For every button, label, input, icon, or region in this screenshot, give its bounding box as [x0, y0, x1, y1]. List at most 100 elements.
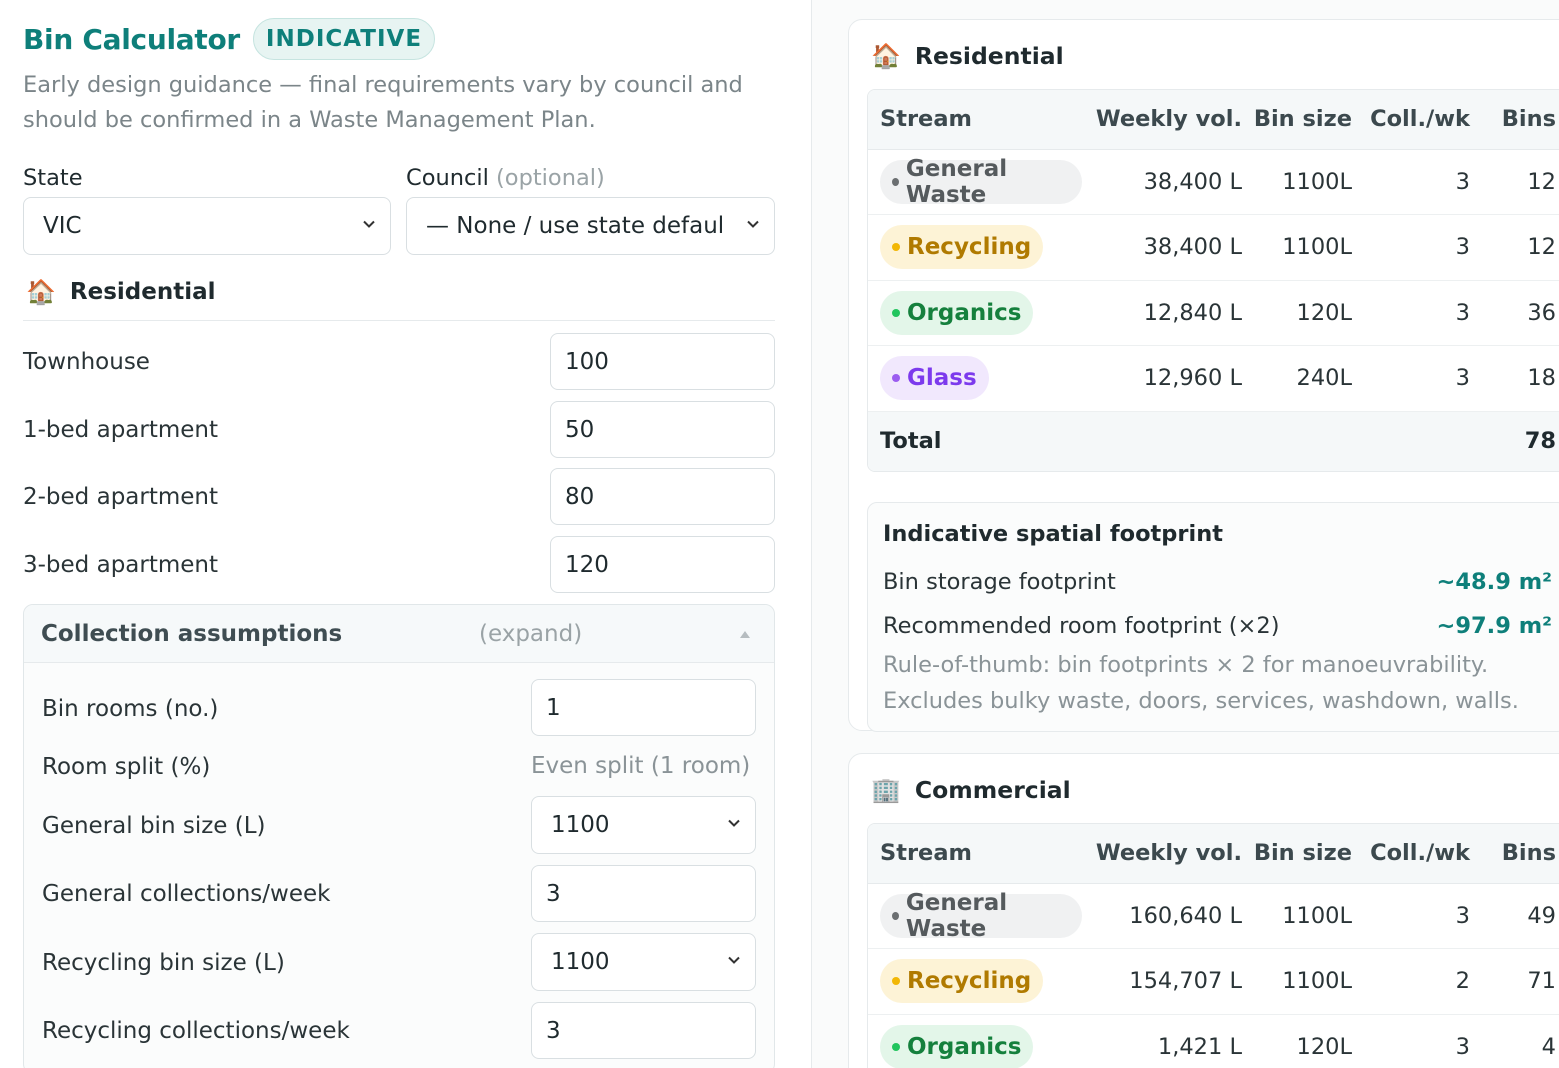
col-stream: Stream [868, 824, 1082, 884]
col-collections-per-week: Coll./wk [1352, 824, 1470, 884]
results-panel: 🏠 Residential Stream Weekly vol. Bin siz… [812, 0, 1559, 1068]
footprint-note-2: Excludes bulky waste, doors, services, w… [883, 688, 1519, 714]
commercial-results-heading: 🏢 Commercial [871, 776, 1071, 804]
bins-cell: 12 [1470, 214, 1559, 281]
col-bins: Bins [1470, 824, 1559, 884]
spatial-footprint-box: Indicative spatial footprint Bin storage… [867, 502, 1559, 732]
stream-cell: Recycling [868, 948, 1082, 1015]
col-bin-size: Bin size [1242, 90, 1352, 150]
bins-cell: 49 [1470, 883, 1559, 949]
recycling-dot-icon [892, 243, 900, 252]
total-label: Total [868, 411, 1082, 471]
total-row: Total 78 [868, 411, 1559, 471]
stream-name: Organics [907, 1033, 1022, 1060]
bin-footprint-label: Bin storage footprint [883, 569, 1116, 595]
bin-size-cell: 120L [1242, 1014, 1352, 1068]
bin-rooms-label: Bin rooms (no.) [42, 696, 219, 722]
col-stream: Stream [868, 90, 1082, 150]
subtitle: Early design guidance — final requiremen… [23, 72, 743, 133]
bin-size-cell: 120L [1242, 280, 1352, 346]
two-bed-input[interactable]: 80 [550, 468, 775, 525]
recycling-pill: Recycling [880, 959, 1044, 1004]
house-icon: 🏠 [26, 278, 56, 306]
footprint-title: Indicative spatial footprint [883, 521, 1223, 547]
council-select[interactable]: — None / use state defaults [406, 197, 775, 255]
bin-size-cell: 1100L [1242, 214, 1352, 281]
three-bed-input[interactable]: 120 [550, 536, 775, 593]
caret-up-icon [740, 631, 750, 638]
collections-cell: 3 [1352, 345, 1470, 412]
general-collections-input[interactable]: 3 [531, 865, 756, 922]
state-select-value: VIC [43, 213, 82, 239]
general-waste-pill: General Waste [880, 156, 1082, 208]
chevron-down-icon [747, 220, 759, 228]
stream-name: Organics [907, 299, 1022, 326]
recycling-bin-size-value: 1100 [551, 949, 610, 975]
table-row: Glass 12,960 L 240L 3 18 [868, 345, 1559, 412]
general-bin-size-select[interactable]: 1100 [531, 796, 756, 854]
room-split-label: Room split (%) [42, 754, 211, 780]
bin-footprint-value: ~48.9 m² [1436, 569, 1553, 595]
chevron-down-icon [728, 819, 740, 827]
commercial-results-title: Commercial [914, 776, 1071, 804]
weekly-volume-cell: 154,707 L [1082, 948, 1242, 1015]
organics-dot-icon [892, 1042, 900, 1051]
recycling-bin-size-label: Recycling bin size (L) [42, 950, 285, 976]
three-bed-label: 3-bed apartment [23, 552, 219, 578]
house-icon: 🏠 [871, 42, 901, 70]
townhouse-label: Townhouse [23, 349, 150, 375]
bin-rooms-input[interactable]: 1 [531, 679, 756, 736]
stream-cell: Recycling [868, 214, 1082, 281]
col-collections-per-week: Coll./wk [1352, 90, 1470, 150]
glass-dot-icon [892, 374, 900, 383]
two-bed-input-value: 80 [565, 483, 595, 510]
col-weekly-volume: Weekly vol. [1082, 824, 1242, 884]
weekly-volume-cell: 160,640 L [1082, 883, 1242, 949]
general-dot-icon [892, 911, 899, 920]
weekly-volume-cell: 12,960 L [1082, 345, 1242, 412]
residential-input-heading: 🏠 Residential [26, 278, 216, 306]
collection-assumptions-title: Collection assumptions [41, 621, 343, 647]
table-header-row: Stream Weekly vol. Bin size Coll./wk Bin… [868, 824, 1559, 884]
weekly-volume-cell: 1,421 L [1082, 1014, 1242, 1068]
general-collections-label: General collections/week [42, 881, 331, 907]
commercial-results-table: Stream Weekly vol. Bin size Coll./wk Bin… [867, 823, 1559, 1068]
recycling-bin-size-select[interactable]: 1100 [531, 933, 756, 991]
bins-cell: 71 [1470, 948, 1559, 1015]
collections-cell: 3 [1352, 214, 1470, 281]
bins-cell: 4 [1470, 1014, 1559, 1068]
council-label: Council (optional) [406, 165, 605, 191]
office-building-icon: 🏢 [871, 776, 901, 804]
one-bed-input[interactable]: 50 [550, 401, 775, 458]
general-bin-size-label: General bin size (L) [42, 813, 266, 839]
stream-name: Recycling [907, 968, 1032, 995]
room-footprint-value: ~97.9 m² [1436, 613, 1553, 639]
recycling-collections-label: Recycling collections/week [42, 1018, 350, 1044]
collections-cell: 3 [1352, 883, 1470, 949]
stream-name: General Waste [905, 155, 1008, 208]
bin-size-cell: 1100L [1242, 149, 1352, 215]
townhouse-input[interactable]: 100 [550, 333, 775, 390]
table-row: General Waste 38,400 L 1100L 3 12 [868, 149, 1559, 215]
townhouse-input-value: 100 [565, 348, 609, 375]
residential-results-table: Stream Weekly vol. Bin size Coll./wk Bin… [867, 89, 1559, 472]
table-header-row: Stream Weekly vol. Bin size Coll./wk Bin… [868, 90, 1559, 150]
stream-cell: General Waste [868, 883, 1082, 949]
stream-name: Glass [907, 365, 977, 392]
general-waste-pill: General Waste [880, 890, 1082, 942]
chevron-down-icon [728, 956, 740, 964]
weekly-volume-cell: 12,840 L [1082, 280, 1242, 346]
collection-assumptions-toggle[interactable]: Collection assumptions (expand) [24, 605, 774, 663]
bin-size-cell: 1100L [1242, 948, 1352, 1015]
bins-cell: 12 [1470, 149, 1559, 215]
state-select[interactable]: VIC [23, 197, 391, 255]
organics-pill: Organics [880, 1024, 1034, 1068]
title-row: Bin Calculator INDICATIVE [23, 18, 436, 60]
council-select-value: — None / use state defaults [426, 213, 722, 239]
table-row: Recycling 38,400 L 1100L 3 12 [868, 214, 1559, 281]
bin-size-cell: 240L [1242, 345, 1352, 412]
weekly-volume-cell: 38,400 L [1082, 214, 1242, 281]
recycling-dot-icon [892, 977, 900, 986]
collections-cell: 3 [1352, 280, 1470, 346]
recycling-collections-input[interactable]: 3 [531, 1002, 756, 1059]
